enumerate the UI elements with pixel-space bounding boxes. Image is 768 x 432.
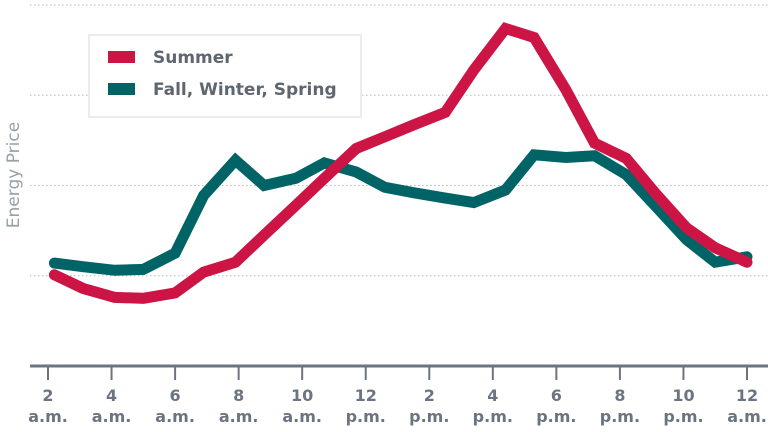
x-tick-label: 10 <box>291 386 313 405</box>
x-tick-label: 2 <box>42 386 53 405</box>
x-tick-label-period: p.m. <box>663 407 703 426</box>
x-axis-ticks: 2 a.m. 4 a.m. 6 a.m. 8 a.m. 10 a.m. 12 p.m. 2 p.m. 4 p.… <box>28 366 767 426</box>
x-tick-label: 4 <box>106 386 117 405</box>
x-tick-label-period: a.m. <box>155 407 195 426</box>
series-lines <box>48 22 753 304</box>
x-tick-label-period: p.m. <box>473 407 513 426</box>
legend-swatch-fall-winter-spring <box>108 83 135 95</box>
x-tick-label: 12 <box>736 386 758 405</box>
x-tick-label-period: a.m. <box>219 407 259 426</box>
legend: Summer Fall, Winter, Spring <box>88 34 362 118</box>
x-tick-label: 10 <box>672 386 694 405</box>
x-tick-label-period: p.m. <box>409 407 449 426</box>
legend-box <box>88 34 362 118</box>
x-tick-label: 2 <box>424 386 435 405</box>
legend-swatch-summer <box>108 51 135 63</box>
x-tick-label: 4 <box>487 386 498 405</box>
x-tick-label: 6 <box>551 386 562 405</box>
y-axis-label: Energy Price <box>4 122 24 228</box>
x-tick-label-period: a.m. <box>727 407 767 426</box>
x-tick-label-period: p.m. <box>346 407 386 426</box>
x-tick-label: 8 <box>233 386 244 405</box>
x-tick-label-period: a.m. <box>28 407 68 426</box>
x-tick-label: 8 <box>614 386 625 405</box>
x-tick-label-period: p.m. <box>536 407 576 426</box>
legend-label-fall-winter-spring: Fall, Winter, Spring <box>153 80 337 100</box>
series-line-fall-winter-spring <box>48 149 753 276</box>
x-tick-label-period: a.m. <box>282 407 322 426</box>
x-tick-label-period: a.m. <box>92 407 132 426</box>
legend-label-summer: Summer <box>153 48 233 68</box>
x-tick-label-period: p.m. <box>600 407 640 426</box>
x-tick-label: 12 <box>355 386 377 405</box>
x-tick-label: 6 <box>170 386 181 405</box>
series-line-summer <box>48 22 753 304</box>
